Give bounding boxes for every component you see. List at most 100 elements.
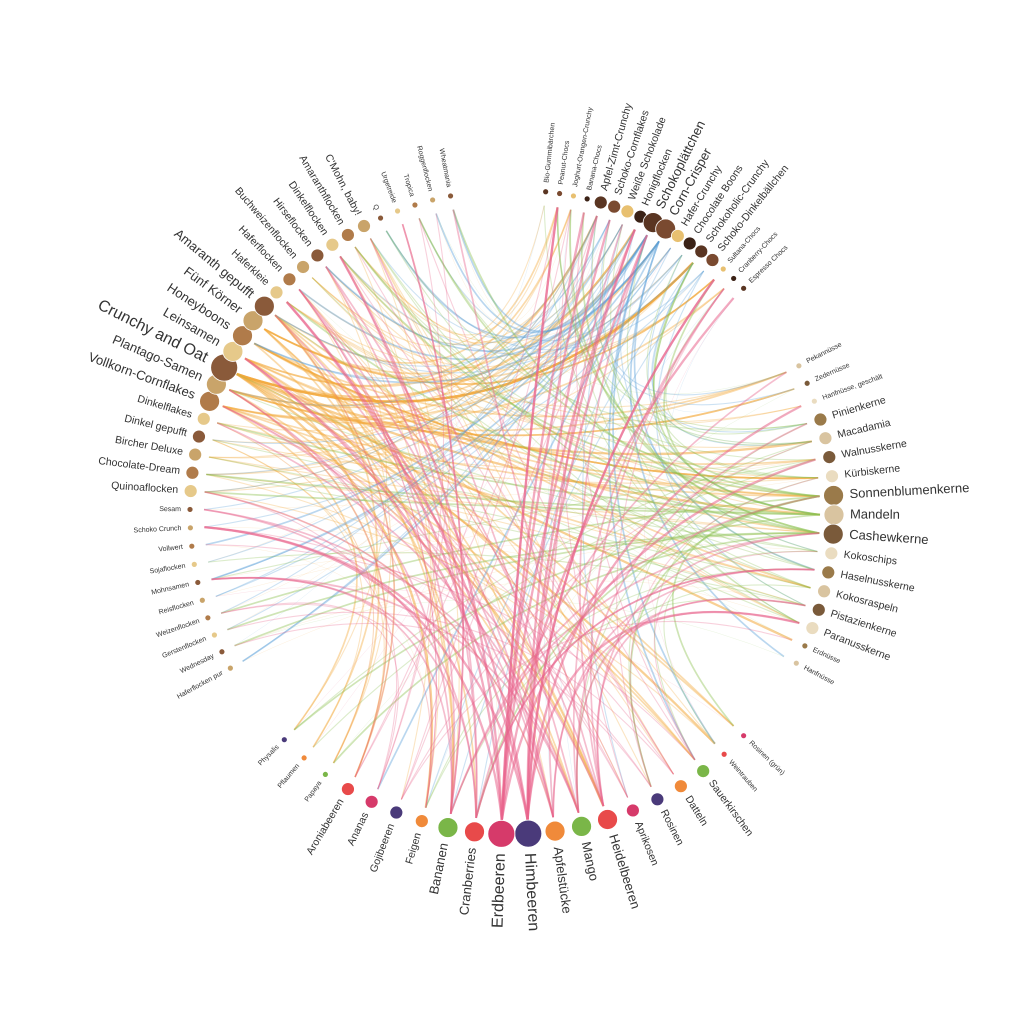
link	[591, 215, 812, 445]
link	[369, 238, 460, 814]
link	[229, 389, 818, 553]
link	[325, 240, 660, 352]
ingredient-icon	[824, 546, 839, 561]
link	[450, 598, 806, 815]
link	[204, 215, 598, 493]
link	[653, 550, 818, 761]
link	[376, 240, 660, 790]
link	[227, 611, 674, 775]
ingredient-label: Wheatmania	[438, 148, 452, 188]
link	[293, 440, 812, 731]
link	[377, 213, 453, 790]
ingredient-label: Sonnenblumenkerne	[849, 480, 970, 501]
link	[452, 209, 605, 807]
link	[652, 262, 819, 479]
ingredient-icon	[190, 560, 198, 568]
link	[204, 215, 598, 493]
link	[274, 207, 559, 364]
link	[216, 422, 580, 814]
link	[204, 491, 398, 790]
link	[236, 372, 821, 516]
link	[253, 342, 819, 480]
link	[452, 209, 598, 326]
ingredient-label: Pekannüsse	[805, 341, 843, 365]
ingredient-icon	[670, 229, 685, 243]
link	[216, 422, 821, 516]
link	[559, 209, 629, 798]
ingredient-icon	[620, 204, 635, 219]
ingredient-icon	[805, 621, 820, 635]
link	[222, 405, 696, 761]
link	[222, 405, 358, 731]
ingredient-icon	[556, 190, 563, 197]
link	[500, 229, 636, 820]
ingredient-icon	[696, 764, 711, 779]
ingredient-icon	[822, 523, 844, 545]
link	[212, 224, 623, 444]
ingredient-label: Aroniabeeren	[304, 797, 347, 858]
ingredient-icon	[222, 341, 244, 362]
link	[206, 262, 694, 476]
ingredient-icon	[682, 236, 697, 251]
link	[425, 262, 694, 808]
link	[212, 439, 818, 553]
link	[401, 223, 465, 814]
ingredient-icon	[186, 506, 194, 513]
ingredient-icon	[188, 447, 203, 462]
link	[475, 371, 787, 819]
link	[500, 297, 735, 820]
link	[311, 277, 800, 624]
ingredient-label: Physalis	[257, 743, 281, 767]
link	[354, 207, 559, 778]
ingredient-label: Cranberries	[456, 846, 479, 916]
link	[377, 218, 445, 790]
link	[244, 357, 380, 764]
link	[526, 229, 636, 820]
link	[653, 262, 821, 516]
ingredient-label: Himbeeren	[521, 853, 542, 932]
link	[244, 357, 629, 798]
ingredient-icon	[740, 284, 748, 292]
link	[206, 473, 696, 761]
link	[339, 224, 623, 344]
ingredient-icon	[411, 201, 419, 209]
link	[435, 213, 787, 395]
ingredient-label: Espresso Chocs	[748, 244, 790, 285]
link	[220, 215, 598, 614]
link	[572, 288, 725, 813]
ingredient-label: Q	[371, 204, 380, 212]
link	[633, 241, 815, 571]
link	[263, 278, 715, 385]
ingredient-icon	[357, 219, 371, 233]
link	[543, 205, 800, 624]
ingredient-icon	[792, 659, 800, 667]
ingredient-icon	[607, 199, 622, 214]
link	[557, 207, 812, 444]
link	[369, 238, 652, 788]
link	[312, 219, 610, 748]
link	[204, 491, 716, 745]
ingredient-icon	[280, 736, 288, 744]
ingredient-label: Roggenflocken	[415, 145, 433, 192]
link	[608, 234, 696, 761]
ingredient-icon	[821, 565, 836, 580]
link	[418, 218, 696, 761]
link	[312, 458, 816, 748]
ingredient-icon	[186, 524, 194, 532]
ingredient-icon	[823, 485, 844, 506]
link	[629, 477, 819, 787]
link	[325, 266, 605, 807]
ingredient-label: Bircher Deluxe	[114, 434, 184, 458]
ingredient-icon	[825, 469, 839, 484]
link	[228, 389, 388, 778]
link	[354, 246, 675, 775]
link	[263, 328, 580, 813]
ingredient-icon	[185, 465, 200, 480]
ingredient-icon	[414, 814, 429, 829]
ingredient-icon	[204, 614, 212, 622]
link	[401, 223, 465, 814]
ingredient-icon	[310, 248, 325, 263]
link	[418, 218, 683, 342]
link	[236, 262, 694, 403]
link	[385, 230, 705, 351]
